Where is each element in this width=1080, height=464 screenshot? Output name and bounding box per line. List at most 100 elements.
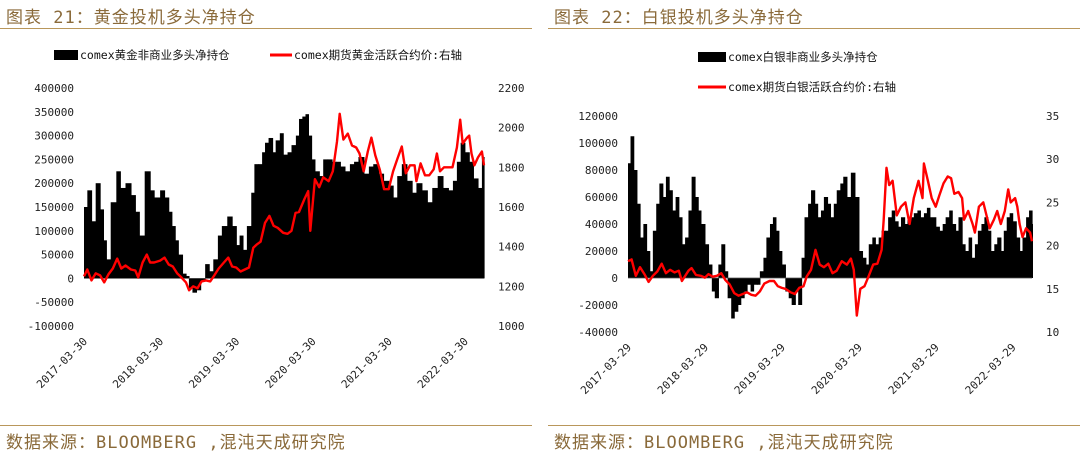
bar-mark [756, 278, 761, 285]
bar-mark [965, 251, 970, 278]
bar-mark [891, 210, 896, 278]
bar-mark [630, 136, 635, 278]
y-left-tick-label: 0 [611, 272, 618, 285]
y-left-tick-label: 0 [67, 272, 74, 285]
bar-mark [858, 251, 864, 278]
y-left-tick-label: 150000 [34, 201, 74, 214]
bar-mark [160, 190, 166, 279]
bar-mark [171, 226, 176, 279]
bar-mark [130, 195, 136, 279]
bar-mark [769, 224, 774, 278]
bar-mark [363, 173, 370, 279]
y-left-tick-label: 40000 [585, 218, 618, 231]
bar-mark [763, 257, 767, 278]
bar-mark [646, 251, 651, 278]
bar-mark [955, 230, 960, 278]
bar-mark [192, 278, 198, 293]
bar-mark [923, 213, 928, 278]
bar-mark [698, 210, 702, 278]
y-left-tick-label: 120000 [578, 110, 618, 123]
bar-mark [1003, 230, 1008, 278]
bar-mark [213, 259, 219, 279]
bar-mark [437, 176, 444, 279]
bar-mark [987, 230, 992, 278]
bar-mark [788, 278, 793, 299]
bar-mark [144, 171, 151, 279]
bar-mark [239, 235, 244, 279]
bar-mark [319, 176, 324, 279]
x-tick-label: 2017-03-30 [34, 335, 90, 391]
bar-mark [125, 183, 132, 279]
bar-mark [103, 240, 107, 279]
bar-mark [477, 187, 483, 279]
chart-title-silver: 图表 22：白银投机多头净持仓 [554, 8, 804, 28]
bar-mark [168, 211, 173, 279]
bar-mark [854, 197, 860, 278]
bar-mark [974, 244, 979, 278]
bar-mark [744, 278, 748, 292]
bar-mark [997, 237, 1002, 278]
y-right-tick-label: 2000 [498, 122, 525, 135]
bar-mark [724, 271, 729, 278]
bar-mark [672, 210, 677, 278]
bar-mark [311, 159, 316, 279]
bar-mark [275, 140, 281, 279]
bar-mark [935, 226, 940, 278]
bar-mark [182, 273, 187, 279]
bar-mark [279, 133, 284, 279]
bar-mark [378, 173, 385, 279]
bar-mark [649, 271, 654, 278]
bar-mark [900, 217, 906, 278]
y-left-tick-label: 100000 [34, 225, 74, 238]
bar-mark [188, 278, 194, 288]
bar-mark [718, 264, 722, 278]
bar-mark [643, 224, 648, 278]
bar-mark [150, 190, 155, 279]
bar-mark [154, 197, 161, 279]
bar-mark [258, 164, 263, 279]
x-tick-label: 2021-03-29 [886, 341, 942, 397]
bar-mark [778, 251, 783, 278]
bar-mark [939, 230, 944, 278]
bar-mark [254, 164, 260, 279]
y-left-tick-label: 80000 [585, 164, 618, 177]
bar-mark [314, 171, 320, 279]
source-note-gold: 数据来源：BLOOMBERG ,混沌天成研究院 [6, 433, 346, 453]
y-left-tick-label: -20000 [578, 299, 618, 312]
bar-mark [1022, 237, 1027, 278]
bar-mark [106, 259, 112, 279]
legend-label-bar: comex黄金非商业多头净持仓 [80, 48, 230, 62]
bar-mark [185, 276, 190, 279]
bar-mark [110, 202, 117, 279]
bar-mark [442, 187, 449, 279]
bar-mark [929, 217, 937, 278]
bar-mark [846, 197, 852, 278]
y-left-tick-label: 200000 [34, 177, 74, 190]
bar-mark [469, 161, 474, 279]
bar-mark [388, 185, 394, 279]
bar-mark [681, 244, 686, 278]
bar-mark [727, 278, 732, 299]
bar-mark [354, 161, 360, 279]
bar-mark [368, 166, 374, 279]
y-right-tick-label: 1800 [498, 161, 525, 174]
y-right-tick-label: 20 [1046, 240, 1059, 253]
bar-mark [1016, 237, 1021, 278]
legend-swatch-bar [698, 52, 726, 62]
x-tick-label: 2019-03-29 [732, 341, 788, 397]
bar-mark [984, 217, 989, 278]
y-right-tick-label: 10 [1046, 326, 1059, 339]
bar-mark [700, 224, 706, 278]
bar-mark [373, 164, 380, 279]
bar-mark [139, 235, 146, 279]
bar-mark [640, 237, 644, 278]
bar-mark [327, 159, 333, 279]
bar-mark [795, 278, 799, 292]
bar-mark [448, 190, 454, 279]
bar-mark [968, 237, 973, 278]
bar-mark [913, 213, 919, 278]
bar-mark [791, 278, 796, 305]
bar-mark [217, 235, 223, 279]
bar-mark [1012, 221, 1017, 278]
bar-mark [820, 210, 825, 278]
